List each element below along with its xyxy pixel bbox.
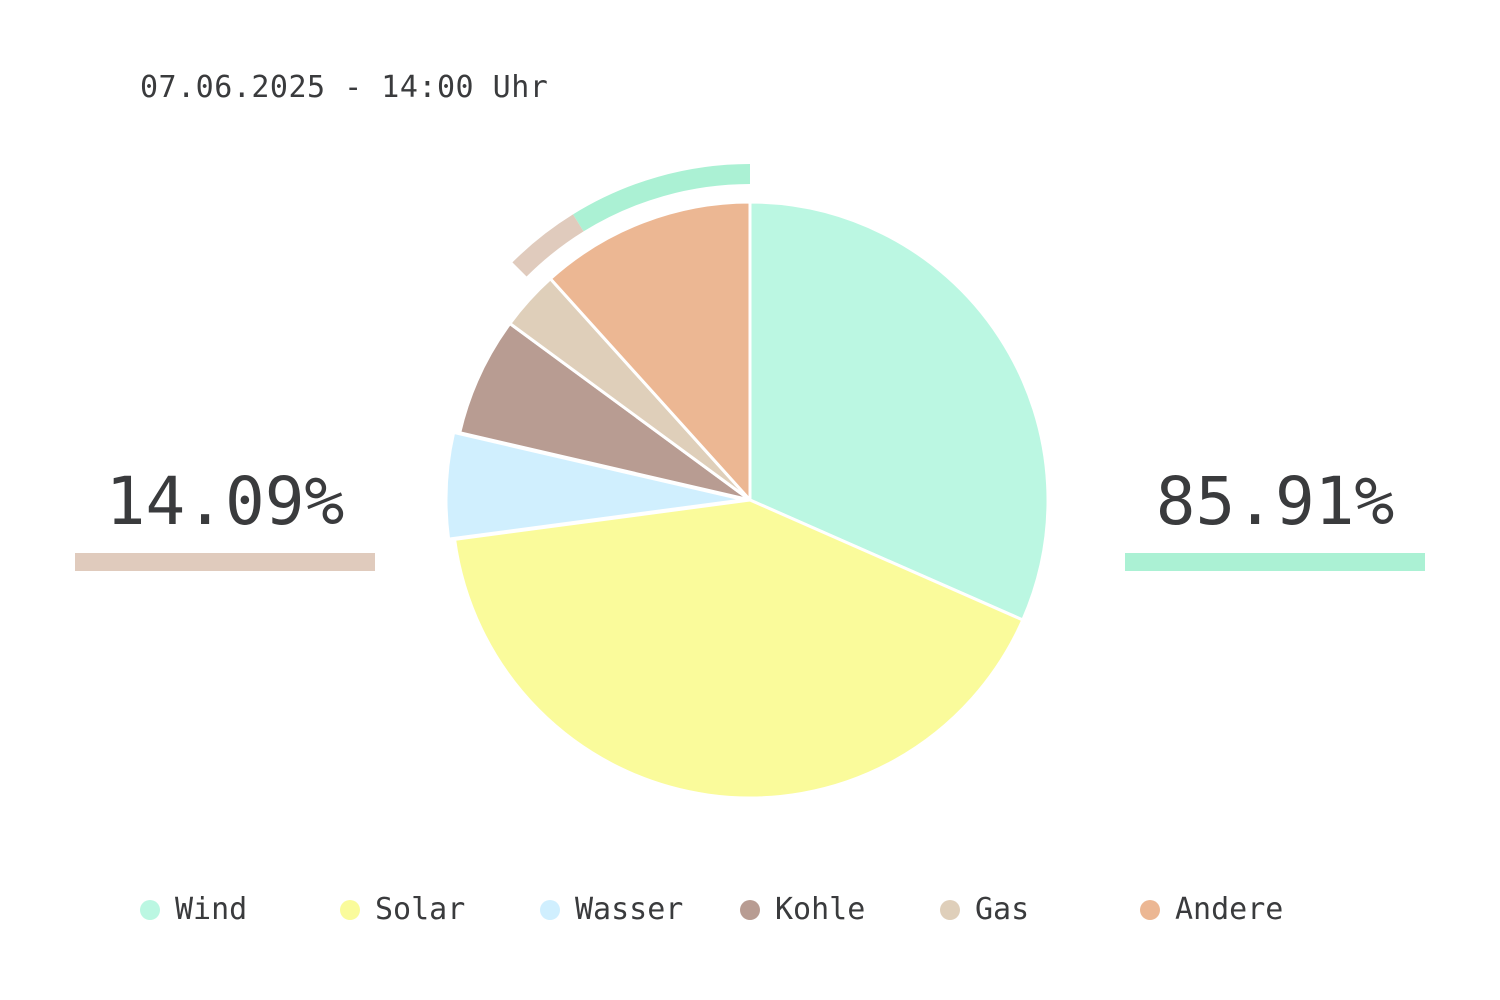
renewable-ring bbox=[573, 164, 751, 232]
fossil-ring bbox=[512, 214, 584, 277]
fossil-share-value: 14.09% bbox=[105, 463, 345, 540]
legend-item-kohle[interactable]: Kohle bbox=[740, 890, 865, 930]
pie-slice-kohle[interactable] bbox=[458, 322, 752, 502]
chart-timestamp: 07.06.2025 - 14:00 Uhr bbox=[140, 70, 549, 105]
legend-item-wind[interactable]: Wind bbox=[140, 890, 247, 930]
renewable-share-value: 85.91% bbox=[1155, 463, 1395, 540]
legend-label: Kohle bbox=[775, 892, 866, 927]
chart-legend: Wind Solar Wasser Kohle Gas Andere bbox=[140, 890, 1380, 930]
legend-dot-icon bbox=[340, 900, 360, 920]
fossil-share-bar bbox=[75, 553, 375, 571]
pie-slice-andere[interactable] bbox=[548, 200, 752, 502]
pie-slice-wasser[interactable] bbox=[444, 430, 746, 541]
legend-dot-icon bbox=[1140, 900, 1160, 920]
legend-dot-icon bbox=[740, 900, 760, 920]
pie-slice-wind[interactable] bbox=[748, 200, 1050, 622]
legend-label: Gas bbox=[975, 892, 1030, 927]
legend-label: Wind bbox=[175, 892, 248, 927]
legend-dot-icon bbox=[540, 900, 560, 920]
legend-item-wasser[interactable]: Wasser bbox=[540, 890, 683, 930]
legend-label: Wasser bbox=[575, 892, 684, 927]
legend-item-solar[interactable]: Solar bbox=[340, 890, 465, 930]
legend-label: Andere bbox=[1175, 892, 1284, 927]
legend-item-gas[interactable]: Gas bbox=[940, 890, 1029, 930]
renewable-share-bar bbox=[1125, 553, 1425, 571]
legend-item-andere[interactable]: Andere bbox=[1140, 890, 1283, 930]
pie-slice-solar[interactable] bbox=[453, 498, 1025, 800]
legend-dot-icon bbox=[140, 900, 160, 920]
legend-dot-icon bbox=[940, 900, 960, 920]
legend-label: Solar bbox=[375, 892, 466, 927]
